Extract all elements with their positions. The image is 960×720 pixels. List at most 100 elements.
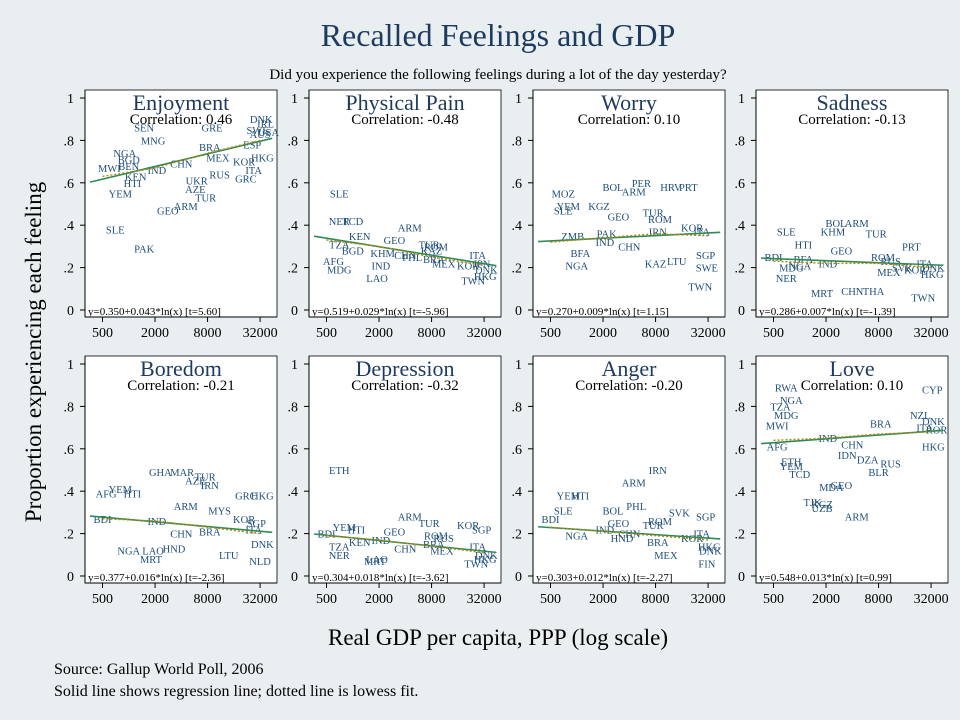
data-point-hti: HTI xyxy=(572,491,590,502)
data-point-pak: PAK xyxy=(597,230,617,241)
x-tick-label: 32000 xyxy=(467,592,502,607)
data-point-tur: TUR xyxy=(866,230,887,241)
data-point-arm: ARM xyxy=(398,513,423,524)
data-point-geo: GEO xyxy=(831,481,853,492)
data-point-hkg: HKG xyxy=(251,153,274,164)
data-point-kor: KOR xyxy=(233,515,255,526)
regression-equation: y=0.377+0.016*ln(x) [t=-2.36] xyxy=(88,572,225,584)
y-tick-label: .8 xyxy=(64,400,75,415)
data-point-kgz: KGZ xyxy=(588,202,610,213)
data-point-bra: BRA xyxy=(199,527,221,538)
data-point-tur: TUR xyxy=(419,240,440,251)
data-point-kgz: KGZ xyxy=(811,500,833,511)
data-point-gre: GRE xyxy=(202,124,223,135)
panel-title: Sadness xyxy=(817,90,888,115)
data-point-svk: SVK xyxy=(669,508,690,519)
y-tick-label: .8 xyxy=(512,134,523,149)
data-point-eth: ETH xyxy=(329,466,350,477)
regression-equation: y=0.270+0.009*ln(x) [t=1.15] xyxy=(536,306,669,318)
data-point-geo: GEO xyxy=(608,519,630,530)
data-point-tur: TUR xyxy=(195,194,216,205)
x-tick-label: 2000 xyxy=(812,592,840,607)
data-point-yem: YEM xyxy=(780,462,804,473)
data-point-mda: MDA xyxy=(819,483,844,494)
x-tick-label: 2000 xyxy=(589,592,617,607)
data-point-afg: AFG xyxy=(323,257,344,268)
data-point-ind: IND xyxy=(372,261,391,272)
data-point-mrt: MRT xyxy=(140,555,163,566)
y-tick-label: 1 xyxy=(291,358,298,373)
data-point-ner: NER xyxy=(776,274,797,285)
data-point-bra: BRA xyxy=(199,143,221,154)
data-point-svk: SVK xyxy=(892,264,913,275)
regression-line xyxy=(538,231,721,243)
data-point-chn: CHN xyxy=(618,530,641,541)
y-tick-label: .4 xyxy=(64,219,75,234)
y-tick-label: .6 xyxy=(735,177,746,192)
y-tick-label: .2 xyxy=(64,528,75,543)
data-point-geo: GEO xyxy=(384,236,406,247)
y-tick-label: .8 xyxy=(288,134,299,149)
data-point-hnd: HND xyxy=(163,544,186,555)
correlation-label: Correlation: -0.13 xyxy=(798,112,905,128)
data-point-nga: NGA xyxy=(113,149,136,160)
data-point-tur: TUR xyxy=(643,208,664,219)
data-point-irn: IRN xyxy=(649,228,668,239)
data-point-gha: GHA xyxy=(149,468,172,479)
x-tick-label: 32000 xyxy=(691,592,726,607)
y-tick-label: .6 xyxy=(512,443,523,458)
data-point-kor: KOR xyxy=(681,223,703,234)
data-point-prt: PRT xyxy=(679,183,698,194)
data-point-dnk: DNK xyxy=(475,551,498,562)
y-tick-label: 1 xyxy=(515,358,522,373)
data-point-kor: KOR xyxy=(457,521,479,532)
data-point-rus: RUS xyxy=(880,460,901,471)
regression-line xyxy=(89,515,273,534)
data-point-nga: NGA xyxy=(117,547,140,558)
data-point-bfa: BFA xyxy=(794,255,814,266)
y-tick-label: .4 xyxy=(512,219,523,234)
data-point-twn: TWN xyxy=(461,276,485,287)
regression-line xyxy=(761,257,944,267)
y-tick-label: .6 xyxy=(288,443,299,458)
correlation-label: Correlation: -0.21 xyxy=(127,378,234,394)
data-point-sgp: SGP xyxy=(696,251,715,262)
plot-area xyxy=(84,355,278,584)
data-point-yem: YEM xyxy=(109,485,133,496)
data-point-ind: IND xyxy=(819,259,838,270)
data-point-tza: TZA xyxy=(329,240,350,251)
data-point-mwi: MWI xyxy=(766,421,789,432)
data-point-ind: IND xyxy=(819,434,838,445)
x-tick-label: 8000 xyxy=(194,326,222,341)
data-point-tjk: TJK xyxy=(803,498,822,509)
panel-title: Boredom xyxy=(140,356,222,381)
data-point-usa: USA xyxy=(258,128,279,139)
plot-area xyxy=(755,355,949,584)
data-point-ltu: LTU xyxy=(219,551,239,562)
data-point-nga: NGA xyxy=(788,261,811,272)
data-point-nga: NGA xyxy=(565,261,588,272)
data-point-hkg: HKG xyxy=(474,272,497,283)
x-tick-label: 500 xyxy=(92,592,113,607)
x-tick-label: 2000 xyxy=(812,326,840,341)
plot-area xyxy=(755,89,949,318)
data-point-kor: KOR xyxy=(233,158,255,169)
data-point-phl: PHL xyxy=(626,502,646,513)
y-tick-label: 1 xyxy=(738,358,745,373)
data-point-hnd: HND xyxy=(611,534,634,545)
data-point-arm: ARM xyxy=(845,219,870,230)
data-point-dnk: DNK xyxy=(922,417,945,428)
data-point-uzb: UZB xyxy=(812,504,833,515)
data-point-kor: KOR xyxy=(681,534,703,545)
x-tick-label: 8000 xyxy=(418,592,446,607)
y-tick-label: 1 xyxy=(515,92,522,107)
data-point-tza: TZA xyxy=(770,402,791,413)
x-tick-label: 500 xyxy=(763,326,784,341)
y-tick-label: 0 xyxy=(515,304,522,319)
data-point-dnk: DNK xyxy=(475,266,498,277)
regression-equation: y=0.286+0.007*ln(x) [t=-1.39] xyxy=(759,306,896,318)
correlation-label: Correlation: 0.46 xyxy=(130,112,233,128)
